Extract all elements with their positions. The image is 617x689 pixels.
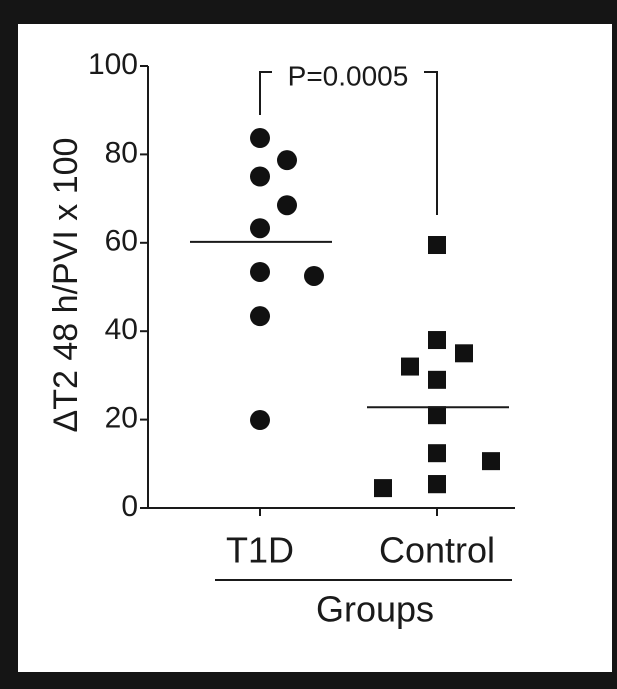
y-tick-label: 60 bbox=[105, 225, 138, 258]
data-point bbox=[250, 128, 270, 149]
panel bbox=[18, 24, 612, 672]
data-point bbox=[428, 475, 446, 494]
significance-bracket bbox=[259, 71, 438, 215]
data-point bbox=[250, 166, 270, 187]
data-point bbox=[374, 479, 392, 498]
p-value: P=0.0005 bbox=[288, 60, 409, 91]
y-tick-label: 0 bbox=[121, 490, 138, 523]
y-tick-label: 40 bbox=[105, 313, 138, 346]
data-point bbox=[250, 261, 270, 282]
data-point bbox=[482, 452, 500, 471]
data-point bbox=[428, 370, 446, 389]
x-axis-label: Groups bbox=[316, 589, 434, 630]
data-point bbox=[428, 444, 446, 463]
data-point bbox=[428, 236, 446, 255]
data-point bbox=[250, 410, 270, 431]
x-tick-label: Control bbox=[379, 530, 495, 571]
data-point bbox=[401, 357, 419, 376]
data-point bbox=[304, 265, 324, 286]
y-tick-label: 80 bbox=[105, 136, 138, 169]
y-tick-label: 20 bbox=[105, 402, 138, 435]
x-tick-label: T1D bbox=[226, 530, 294, 571]
data-point bbox=[277, 195, 297, 216]
data-point bbox=[250, 218, 270, 239]
y-tick-label: 100 bbox=[88, 48, 138, 81]
data-point bbox=[455, 344, 473, 363]
data-point bbox=[428, 406, 446, 425]
data-point bbox=[250, 306, 270, 327]
data-point bbox=[428, 331, 446, 350]
y-axis-label: ΔT2 48 h/PVI x 100 bbox=[47, 138, 85, 433]
data-point bbox=[277, 150, 297, 171]
